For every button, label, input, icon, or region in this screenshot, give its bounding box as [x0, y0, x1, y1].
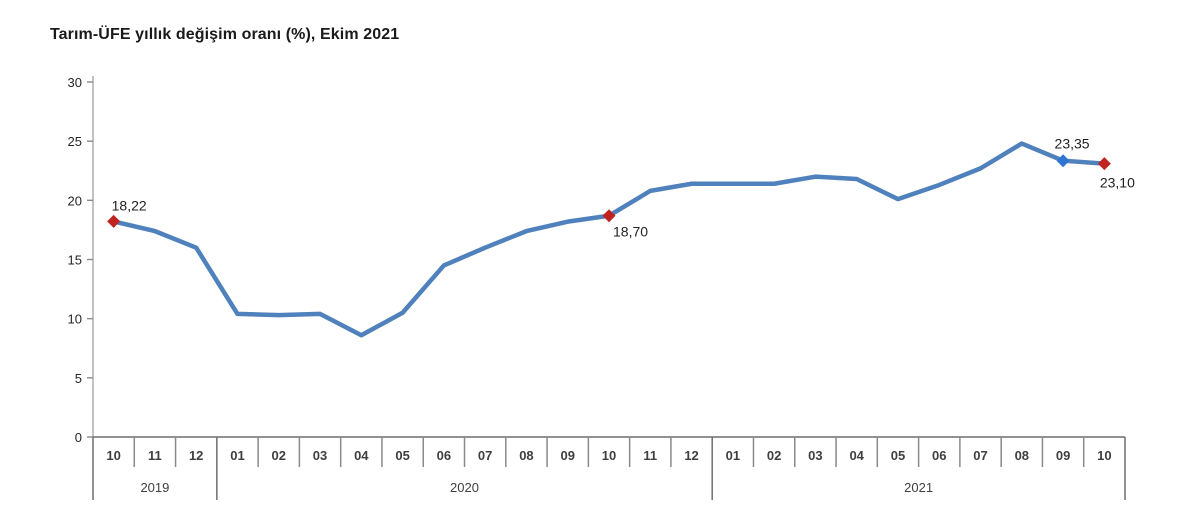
y-tick-label: 0 [75, 430, 82, 445]
x-month-label: 10 [602, 448, 616, 463]
x-month-label: 10 [1097, 448, 1111, 463]
y-tick-label: 10 [68, 312, 82, 327]
x-month-label: 03 [313, 448, 327, 463]
x-month-label: 05 [891, 448, 905, 463]
x-month-label: 09 [560, 448, 574, 463]
x-month-label: 04 [849, 448, 864, 463]
x-month-label: 03 [808, 448, 822, 463]
x-month-label: 06 [932, 448, 946, 463]
x-month-label: 09 [1056, 448, 1070, 463]
data-point-marker [1097, 157, 1111, 171]
x-month-label: 11 [148, 448, 162, 463]
x-month-label: 10 [106, 448, 120, 463]
x-month-label: 11 [643, 448, 657, 463]
x-month-label: 12 [189, 448, 203, 463]
data-point-label: 18,70 [613, 224, 648, 240]
x-month-label: 08 [519, 448, 533, 463]
x-month-label: 12 [684, 448, 698, 463]
y-tick-label: 15 [68, 253, 82, 268]
x-month-label: 07 [478, 448, 492, 463]
series-line [111, 141, 1107, 338]
x-month-label: 06 [437, 448, 451, 463]
x-year-label: 2021 [904, 480, 933, 495]
data-point-marker [602, 209, 616, 223]
x-month-label: 02 [272, 448, 286, 463]
x-year-label: 2019 [140, 480, 169, 495]
y-tick-label: 30 [68, 75, 82, 90]
chart-title: Tarım-ÜFE yıllık değişim oranı (%), Ekim… [50, 26, 400, 43]
data-point-label: 23,35 [1055, 136, 1090, 152]
x-month-label: 07 [973, 448, 987, 463]
x-year-label: 2020 [450, 480, 479, 495]
y-tick-label: 5 [75, 371, 82, 386]
y-tick-label: 20 [68, 193, 82, 208]
x-month-label: 05 [395, 448, 409, 463]
data-point-label: 23,10 [1100, 175, 1135, 191]
x-month-label: 02 [767, 448, 781, 463]
x-month-label: 08 [1015, 448, 1029, 463]
x-month-label: 01 [230, 448, 244, 463]
data-point-marker [1056, 154, 1070, 168]
y-tick-label: 25 [68, 134, 82, 149]
data-point-label: 18,22 [112, 197, 147, 213]
x-month-label: 01 [726, 448, 740, 463]
x-month-label: 04 [354, 448, 369, 463]
data-point-marker [107, 214, 121, 228]
